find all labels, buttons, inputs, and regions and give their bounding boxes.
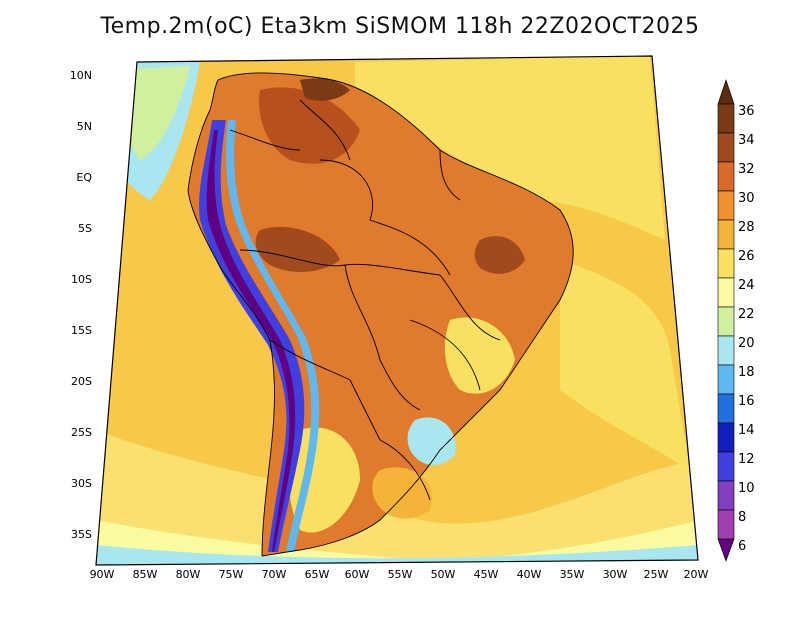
amazon-hot-north: [259, 87, 360, 164]
lat-label: 35S: [71, 528, 92, 541]
lat-label: 10S: [71, 273, 92, 286]
colorbar-top-arrow: [717, 79, 735, 105]
country-borders: [187, 72, 574, 557]
continent-south-america: [188, 73, 574, 556]
colorbar-label: 36: [738, 104, 755, 119]
lon-label: 90W: [90, 568, 115, 581]
lon-label: 70W: [262, 568, 287, 581]
lat-label: EQ: [76, 171, 92, 184]
lat-label: 10N: [70, 69, 92, 82]
colorbar-label: 28: [738, 220, 755, 235]
amazon-hot-west: [255, 226, 340, 272]
andes-peaks: [206, 130, 296, 552]
colorbar-label: 16: [738, 394, 755, 409]
lon-label: 25W: [644, 568, 669, 581]
colorbar-segment: [717, 161, 735, 192]
colorbar-label: 8: [738, 510, 746, 525]
colorbar-label: 26: [738, 249, 755, 264]
lon-label: 80W: [176, 568, 201, 581]
colorbar-label: 12: [738, 452, 755, 467]
venezuela-hot: [300, 78, 350, 101]
colorbar-segment: [717, 422, 735, 453]
colorbar-segment: [717, 277, 735, 308]
colorbar-segment: [717, 364, 735, 395]
lon-label: 75W: [219, 568, 244, 581]
colorbar-label: 32: [738, 162, 755, 177]
colorbar-segment: [717, 248, 735, 279]
colorbar-segment: [717, 219, 735, 250]
south-brazil-cool: [407, 417, 456, 466]
andes-cold: [199, 120, 305, 552]
ocean-south-cool: [96, 430, 698, 565]
lon-label: 60W: [345, 568, 370, 581]
lon-label: 55W: [388, 568, 413, 581]
northeast-hot: [474, 236, 525, 274]
colorbar-segment: [717, 451, 735, 482]
colorbar-segment: [717, 480, 735, 511]
colorbar-segment: [717, 132, 735, 163]
longitude-axis: 90W 85W 80W 75W 70W 65W 60W 55W 50W 45W …: [90, 568, 709, 581]
andes-slope: [226, 120, 320, 552]
lon-label: 35W: [560, 568, 585, 581]
map-frame: [95, 55, 699, 566]
colorbar-label: 22: [738, 307, 755, 322]
colorbar-labels: 36 34 32 30 28 26 24 22 20 18 16 14 12 1…: [738, 104, 755, 554]
atlantic-north: [355, 56, 665, 240]
colorbar-label: 10: [738, 481, 755, 496]
colorbar-label: 30: [738, 191, 755, 206]
lat-label: 25S: [71, 426, 92, 439]
lon-label: 65W: [305, 568, 330, 581]
atlantic-south: [560, 260, 690, 470]
colorbar-label: 18: [738, 365, 755, 380]
colorbar-segment: [717, 306, 735, 337]
colorbar-label: 34: [738, 133, 755, 148]
plateau-mild: [444, 317, 515, 394]
lon-label: 45W: [474, 568, 499, 581]
lat-label: 5S: [78, 222, 92, 235]
colorbar-segment: [717, 190, 735, 221]
colorbar-label: 6: [738, 539, 746, 554]
lat-label: 5N: [77, 120, 92, 133]
lon-label: 50W: [431, 568, 456, 581]
lon-label: 20W: [684, 568, 709, 581]
lat-label: 30S: [71, 477, 92, 490]
lat-label: 15S: [71, 324, 92, 337]
colorbar-bottom-arrow: [717, 538, 735, 562]
argentina-mild: [288, 427, 360, 533]
latitude-axis: 10N 5N EQ 5S 10S 15S 20S 25S 30S 35S: [70, 69, 93, 541]
colorbar-segment: [717, 393, 735, 424]
colorbar-segment: [717, 103, 735, 134]
lat-label: 20S: [71, 375, 92, 388]
colorbar-segment: [717, 509, 735, 540]
lon-label: 30W: [603, 568, 628, 581]
colorbar-label: 14: [738, 423, 755, 438]
colorbar-label: 24: [738, 278, 755, 293]
map-title: Temp.2m(oC) Eta3km SiSMOM 118h 22Z02OCT2…: [100, 14, 700, 39]
colorbar-segment: [717, 335, 735, 366]
lon-label: 85W: [133, 568, 158, 581]
colorbar-label: 20: [738, 336, 755, 351]
colorbar: [717, 79, 735, 562]
lon-label: 40W: [517, 568, 542, 581]
